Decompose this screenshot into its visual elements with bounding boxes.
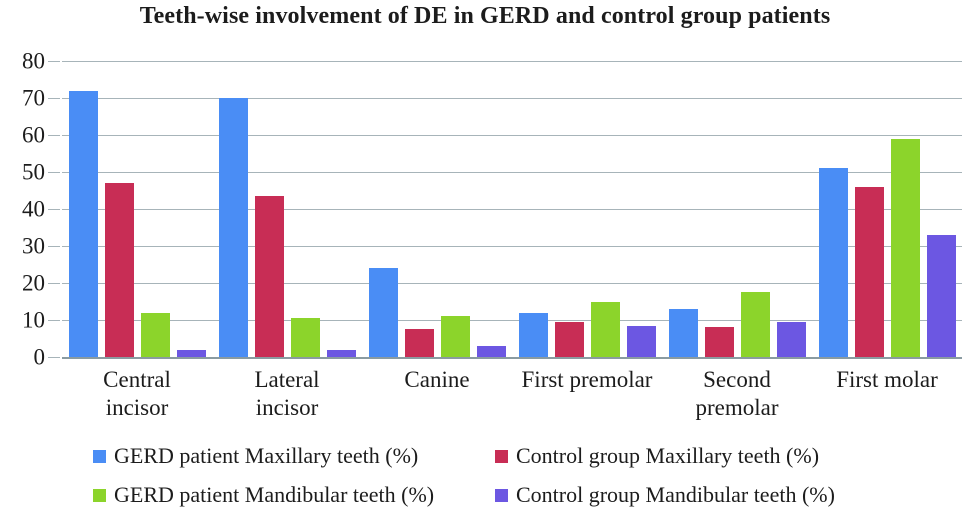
y-axis-tick bbox=[48, 172, 60, 173]
bar bbox=[776, 321, 806, 357]
legend-swatch bbox=[495, 449, 508, 463]
y-axis-tick bbox=[48, 320, 60, 321]
y-axis-label: 30 bbox=[22, 233, 45, 259]
y-axis-label: 20 bbox=[22, 270, 45, 296]
x-axis-labels: Central incisor Lateral incisor Canine First … bbox=[62, 366, 962, 421]
y-axis-label: 0 bbox=[33, 344, 46, 370]
bar bbox=[926, 234, 956, 357]
bar bbox=[368, 268, 398, 357]
bar bbox=[440, 316, 470, 357]
bar bbox=[626, 325, 656, 357]
legend-swatch bbox=[93, 489, 106, 503]
legend: GERD patient Maxillary teeth (%) Control … bbox=[93, 443, 835, 509]
bar bbox=[740, 292, 770, 357]
bar bbox=[854, 186, 884, 357]
legend-item: GERD patient Maxillary teeth (%) bbox=[93, 443, 495, 469]
y-axis-tick bbox=[48, 283, 60, 284]
y-axis-label: 70 bbox=[22, 85, 45, 111]
y-axis-tick bbox=[48, 209, 60, 210]
legend-label: Control group Mandibular teeth (%) bbox=[516, 482, 835, 508]
plot-area: 0 10 20 30 40 50 60 70 80 bbox=[22, 50, 962, 369]
y-axis-tick bbox=[48, 135, 60, 136]
y-axis-tick bbox=[48, 98, 60, 99]
bar bbox=[668, 308, 698, 357]
bar bbox=[476, 345, 506, 357]
legend-swatch bbox=[93, 449, 106, 463]
legend-label: GERD patient Maxillary teeth (%) bbox=[114, 443, 419, 468]
y-axis-label: 40 bbox=[22, 196, 45, 222]
gridline bbox=[62, 246, 962, 247]
gridline bbox=[62, 320, 962, 321]
bar bbox=[890, 138, 920, 357]
bar bbox=[104, 183, 134, 357]
bar bbox=[518, 312, 548, 357]
bar-group bbox=[512, 61, 662, 357]
y-axis-label: 50 bbox=[22, 159, 45, 185]
bar bbox=[326, 349, 356, 357]
gridline bbox=[62, 172, 962, 173]
x-axis-label: Second premolar bbox=[695, 367, 779, 420]
x-axis-label: Central incisor bbox=[103, 367, 171, 420]
bar-groups bbox=[62, 61, 962, 357]
bar-group bbox=[62, 61, 212, 357]
y-axis-tick bbox=[48, 357, 60, 358]
gridline bbox=[62, 135, 962, 136]
bar-group bbox=[212, 61, 362, 357]
bar bbox=[290, 318, 320, 357]
bar bbox=[554, 321, 584, 357]
bar bbox=[704, 327, 734, 357]
bar bbox=[140, 312, 170, 357]
chart-title: Teeth-wise involvement of DE in GERD and… bbox=[139, 3, 831, 29]
x-axis-label: Lateral incisor bbox=[254, 367, 320, 420]
y-axis-tick bbox=[48, 246, 60, 247]
gridline bbox=[62, 209, 962, 210]
gridline bbox=[62, 283, 962, 284]
legend-item: GERD patient Mandibular teeth (%) bbox=[93, 482, 495, 508]
legend-label: GERD patient Mandibular teeth (%) bbox=[114, 482, 435, 508]
bar-group bbox=[812, 61, 962, 357]
bar bbox=[404, 329, 434, 357]
x-axis-label: First premolar bbox=[521, 367, 653, 392]
legend-label: Control group Maxillary teeth (%) bbox=[516, 443, 820, 468]
y-axis-tick bbox=[48, 61, 60, 62]
bar bbox=[218, 98, 248, 357]
y-axis-label: 80 bbox=[22, 48, 45, 74]
x-axis-label: First molar bbox=[836, 367, 938, 392]
gridline bbox=[62, 98, 962, 99]
legend-swatch bbox=[495, 489, 508, 503]
gridline bbox=[62, 61, 962, 62]
bar-group bbox=[662, 61, 812, 357]
x-axis-label: Canine bbox=[404, 367, 470, 392]
bar bbox=[254, 196, 284, 357]
bar bbox=[590, 301, 620, 357]
bar bbox=[68, 90, 98, 357]
bar bbox=[818, 168, 848, 357]
y-axis-label: 10 bbox=[22, 307, 45, 333]
bar-group bbox=[362, 61, 512, 357]
legend-item: Control group Maxillary teeth (%) bbox=[495, 443, 835, 469]
y-axis-label: 60 bbox=[22, 122, 45, 148]
bar bbox=[176, 349, 206, 357]
legend-item: Control group Mandibular teeth (%) bbox=[495, 482, 835, 508]
